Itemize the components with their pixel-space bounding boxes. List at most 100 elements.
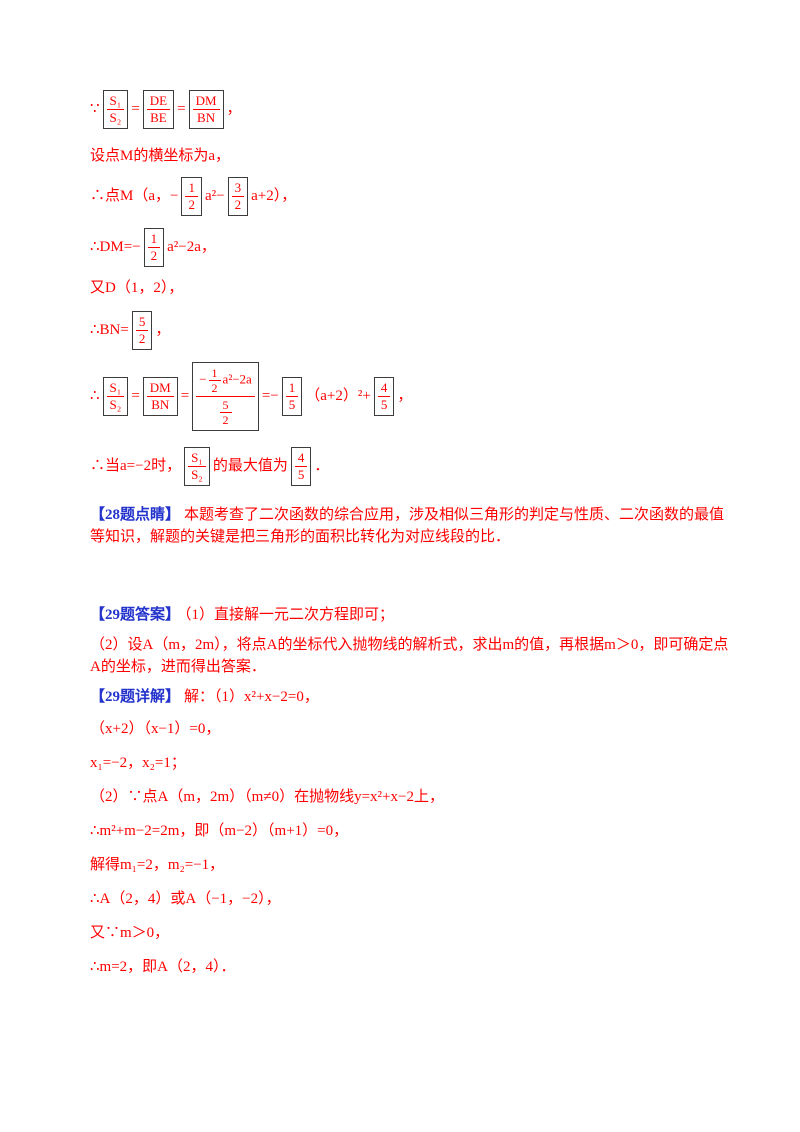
factor-line: （x+2）（x−1）=0， [90, 718, 730, 740]
fraction-numerator: S₁ [106, 380, 125, 397]
points-line: ∴A（2，4）或A（−1，−2）， [90, 888, 730, 910]
constraint-line: 又∵m＞0， [90, 922, 730, 944]
fraction-numerator: 4 [294, 450, 308, 467]
math-text: 的最大值为 [212, 457, 288, 474]
fraction-numerator: 1 [208, 366, 221, 381]
math-text: 又D（1，2）， [90, 280, 184, 296]
fraction-denominator: 2 [150, 248, 158, 263]
math-text: ∴A（2，4）或A（−1，−2）， [90, 891, 281, 907]
math-text: ∴m²+m−2=2m，即（m−2）（m+1）=0， [90, 823, 349, 839]
fraction-numerator: S₁ [188, 450, 206, 467]
section-label: 【29题答案】 [90, 607, 181, 623]
ratio-calc-line: ∴ S₁ S₂ = DM BN = −1 2 a²−2a 5 2 =− 1 5 （a+2）²+ 4 5， [90, 360, 730, 433]
math-text: ∵ [90, 100, 100, 117]
point-m-line: ∴点M（a，− 1 2 a²− 3 2 a+2）， [90, 175, 730, 218]
math-text: 设点M的横坐标为a， [90, 148, 230, 164]
fraction-numerator: 1 [185, 180, 198, 197]
math-text: ∴点M（a，− [90, 187, 179, 204]
math-text: 本题考查了二次函数的综合应用，涉及相似三角形的判定与性质、二次函数的最值等知识，… [90, 507, 725, 545]
fraction-numerator: 1 [147, 231, 161, 248]
math-text: ∴m=2，即A（2，4）． [90, 959, 236, 975]
point-d-line: 又D（1，2）， [90, 277, 730, 299]
math-text: = [180, 387, 190, 404]
bn-line: ∴BN= 5 2， [90, 309, 730, 352]
answer-line: 【29题答案】 （1）直接解一元二次方程即可； [90, 604, 730, 626]
fraction-denominator: 5 [380, 397, 388, 412]
math-text: =− [261, 387, 279, 404]
math-text: − [199, 371, 207, 387]
section-label: 【28题点睛】 [90, 507, 181, 523]
fraction-denominator: 2 [138, 331, 146, 346]
fraction: S₁ S₂ [184, 447, 210, 486]
math-text: = [131, 387, 140, 404]
math-text: ∴BN= [90, 321, 129, 338]
math-text: a²− [204, 187, 225, 204]
math-text: = [177, 100, 186, 117]
math-text: ， [155, 321, 171, 338]
fraction-numerator: S₁ [106, 93, 125, 110]
math-text: x₁=−2，x₂=1； [90, 755, 186, 771]
fraction: S₁ S₂ [102, 90, 129, 129]
math-text: ∴DM=− [90, 238, 141, 255]
math-text: a²−2a， [167, 238, 216, 255]
sub-point-line: （2）∵点A（m，2m）（m≠0）在抛物线y=x²+x−2上， [90, 786, 730, 808]
math-text: ， [226, 100, 242, 117]
dianjing-para: 【28题点睛】 本题考查了二次函数的综合应用，涉及相似三角形的判定与性质、二次函数… [90, 504, 730, 548]
math-text: a+2）， [251, 187, 297, 204]
math-text: 解得m₁=2，m₂=−1， [90, 857, 225, 873]
fraction-denominator: BE [150, 110, 167, 125]
document-body: ∵ S₁ S₂ = DE BE = DM BN，设点M的横坐标为a， ∴点M（a，− 1 2 a²− 3 2… [90, 88, 730, 978]
fraction-numerator: 5 [135, 314, 149, 331]
math-text: ， [397, 387, 413, 404]
roots-line: x₁=−2，x₂=1； [90, 752, 730, 774]
math-text: ． [314, 457, 330, 474]
fraction-numerator: 3 [231, 180, 245, 197]
fraction-numerator: DM [192, 93, 220, 110]
final-line: ∴m=2，即A（2，4）． [90, 956, 730, 978]
math-text: （1）直接解一元二次方程即可； [184, 607, 395, 623]
fraction-numerator: 1 [285, 380, 299, 397]
fraction-denominator: 2 [234, 197, 242, 212]
fraction-denominator: 5 [297, 467, 305, 482]
fraction-denominator: S₂ [109, 110, 122, 125]
fraction-denominator: 2 [188, 197, 195, 212]
fraction-numerator: DM [146, 380, 174, 397]
fraction: DE BE [142, 90, 175, 129]
math-text: 又∵m＞0， [90, 925, 170, 941]
math-text: （a+2）²+ [305, 387, 371, 404]
fraction: S₁ S₂ [102, 377, 129, 416]
max-value-line: ∴当a=−2时， S₁ S₂ 的最大值为 4 5 ． [90, 445, 730, 488]
math-text: a²−2a [222, 371, 252, 387]
math-text: ∴ [90, 387, 100, 404]
math-text: （2）∵点A（m，2m）（m≠0）在抛物线y=x²+x−2上， [90, 789, 444, 805]
ratio-given-line: ∵ S₁ S₂ = DE BE = DM BN， [90, 88, 730, 131]
math-text: ∴当a=−2时， [90, 457, 182, 474]
fraction: −1 2 a²−2a 5 2 [192, 362, 259, 431]
fraction: DM BN [188, 90, 224, 129]
fraction-numerator: 4 [377, 380, 391, 397]
solve-line: 解得m₁=2，m₂=−1， [90, 854, 730, 876]
math-text: 解：（1）x²+x−2=0， [184, 689, 319, 705]
math-text: = [131, 100, 140, 117]
equation-line: ∴m²+m−2=2m，即（m−2）（m+1）=0， [90, 820, 730, 842]
fraction: DM BN [142, 377, 178, 416]
fraction-numerator: 5 [219, 398, 232, 413]
fraction-denominator: 2 [211, 381, 218, 395]
fraction-denominator: S₂ [191, 467, 203, 482]
math-text: （2）设A（m，2m），将点A的坐标代入抛物线的解析式，求出m的值，再根据m＞0… [90, 637, 729, 675]
fraction-denominator: BN [197, 110, 216, 125]
section-label: 【29题详解】 [90, 689, 181, 705]
detail-line: 【29题详解】 解：（1）x²+x−2=0， [90, 686, 730, 708]
fraction-numerator: −1 2 a²−2a [196, 365, 255, 397]
fraction-denominator: 5 [288, 397, 296, 412]
